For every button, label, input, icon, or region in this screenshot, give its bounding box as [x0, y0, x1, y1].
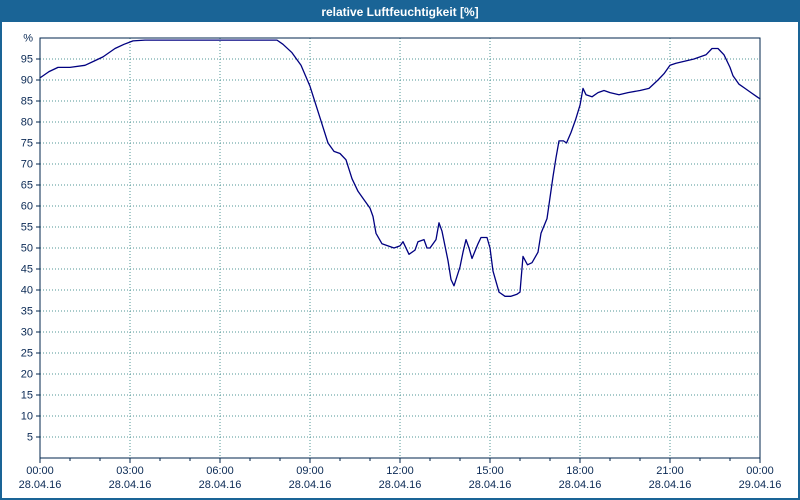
svg-text:03:00: 03:00 [116, 465, 144, 477]
svg-text:40: 40 [21, 285, 33, 297]
svg-text:00:00: 00:00 [26, 465, 54, 477]
svg-text:50: 50 [21, 243, 33, 255]
svg-text:28.04.16: 28.04.16 [649, 479, 692, 491]
svg-text:09:00: 09:00 [296, 465, 324, 477]
chart-title: relative Luftfeuchtigkeit [%] [321, 5, 479, 19]
svg-text:80: 80 [21, 117, 33, 129]
humidity-line-chart: 5 10 15 20 25 30 35 40 45 50 55 60 65 70 75 80 85 90 95% 00… [19, 33, 782, 492]
svg-text:28.04.16: 28.04.16 [469, 479, 512, 491]
svg-text:20: 20 [21, 369, 33, 381]
svg-text:55: 55 [21, 222, 33, 234]
svg-text:70: 70 [21, 159, 33, 171]
svg-text:28.04.16: 28.04.16 [109, 479, 152, 491]
svg-text:25: 25 [21, 348, 33, 360]
svg-text:15: 15 [21, 390, 33, 402]
svg-text:%: % [23, 33, 33, 45]
svg-text:28.04.16: 28.04.16 [289, 479, 332, 491]
svg-text:5: 5 [27, 432, 33, 444]
chart-container: 5 10 15 20 25 30 35 40 45 50 55 60 65 70 75 80 85 90 95% 00… [2, 22, 798, 498]
svg-text:95: 95 [21, 54, 33, 66]
svg-text:10: 10 [21, 411, 33, 423]
svg-text:15:00: 15:00 [476, 465, 504, 477]
svg-text:30: 30 [21, 327, 33, 339]
chart-title-bar: relative Luftfeuchtigkeit [%] [2, 2, 798, 22]
svg-text:21:00: 21:00 [656, 465, 684, 477]
svg-text:12:00: 12:00 [386, 465, 414, 477]
svg-text:28.04.16: 28.04.16 [559, 479, 602, 491]
svg-text:90: 90 [21, 75, 33, 87]
svg-text:65: 65 [21, 180, 33, 192]
svg-text:75: 75 [21, 138, 33, 150]
svg-text:85: 85 [21, 96, 33, 108]
svg-text:28.04.16: 28.04.16 [19, 479, 62, 491]
svg-text:60: 60 [21, 201, 33, 213]
svg-text:28.04.16: 28.04.16 [199, 479, 242, 491]
svg-text:28.04.16: 28.04.16 [379, 479, 422, 491]
svg-text:35: 35 [21, 306, 33, 318]
svg-text:45: 45 [21, 264, 33, 276]
svg-text:29.04.16: 29.04.16 [739, 479, 782, 491]
svg-text:06:00: 06:00 [206, 465, 234, 477]
svg-text:18:00: 18:00 [566, 465, 594, 477]
svg-text:00:00: 00:00 [746, 465, 774, 477]
